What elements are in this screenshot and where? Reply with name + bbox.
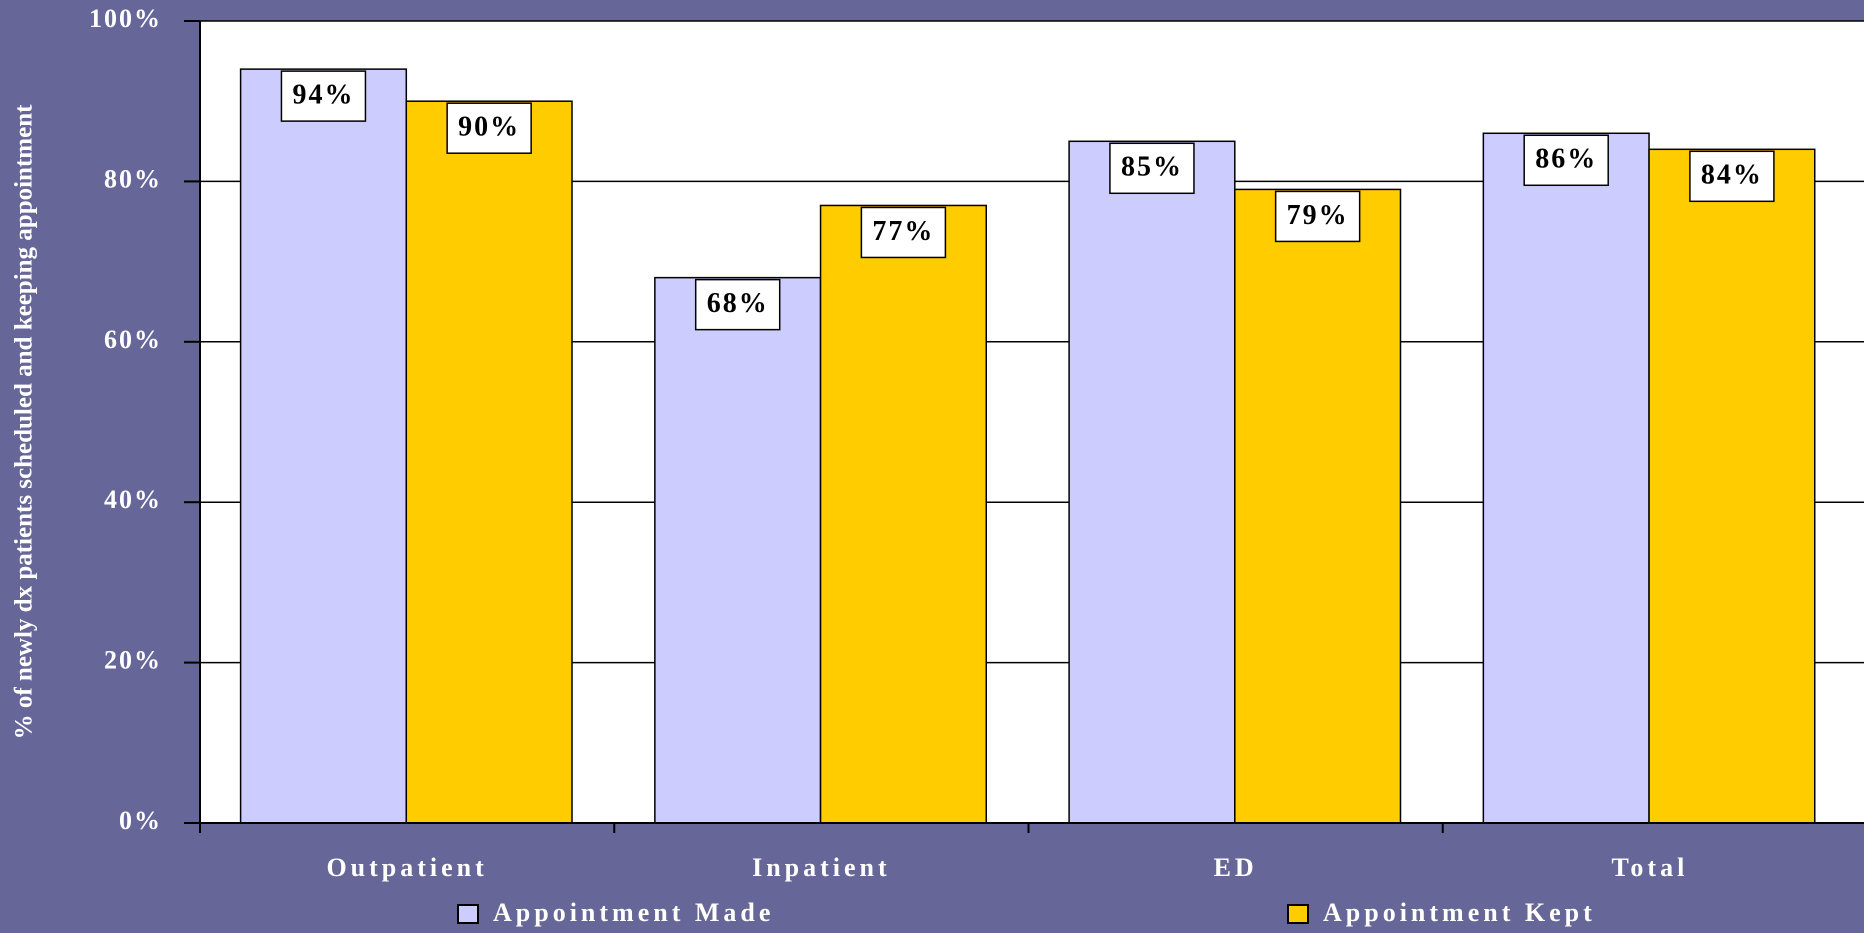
bar (239, 68, 408, 824)
value-label-box (694, 278, 781, 331)
value-label-box (1109, 142, 1195, 195)
x-tick-label: Total (1611, 853, 1688, 882)
bar (654, 276, 822, 824)
value-label-box (446, 102, 532, 154)
bar (1234, 188, 1402, 824)
value-label-box (860, 206, 947, 259)
bar (1482, 132, 1650, 824)
y-tick-label: 40% (104, 485, 162, 514)
legend-label: Appointment Kept (1323, 898, 1596, 927)
y-axis-title: % of newly dx patients scheduled and kee… (11, 104, 38, 740)
value-label: 90% (458, 112, 520, 143)
x-tick-label: ED (1214, 853, 1258, 882)
value-label: 77% (872, 216, 934, 247)
value-label: 79% (1287, 200, 1349, 231)
legend-swatch (1287, 904, 1309, 924)
x-tick-label: Outpatient (326, 853, 487, 882)
y-tick-label: 80% (104, 164, 162, 193)
bar (405, 100, 573, 824)
y-tick-label: 0% (119, 806, 162, 835)
y-tick-label: 60% (104, 325, 162, 354)
legend-label: Appointment Made (493, 898, 774, 927)
bar (819, 204, 987, 824)
value-label: 85% (1121, 152, 1183, 183)
value-label: 86% (1535, 144, 1597, 175)
bar (1068, 140, 1236, 824)
value-label-box (1689, 150, 1775, 203)
value-label: 84% (1701, 160, 1763, 191)
x-tick-label: Inpatient (752, 853, 891, 882)
legend-swatch (457, 904, 479, 924)
y-tick-label: 100% (89, 4, 162, 33)
value-label-box (1274, 190, 1361, 243)
value-label: 94% (292, 80, 354, 111)
value-label-box (1523, 134, 1609, 187)
y-tick-label: 20% (104, 646, 162, 675)
value-label: 68% (707, 288, 769, 319)
bar (1648, 148, 1816, 824)
value-label-box (280, 70, 367, 122)
